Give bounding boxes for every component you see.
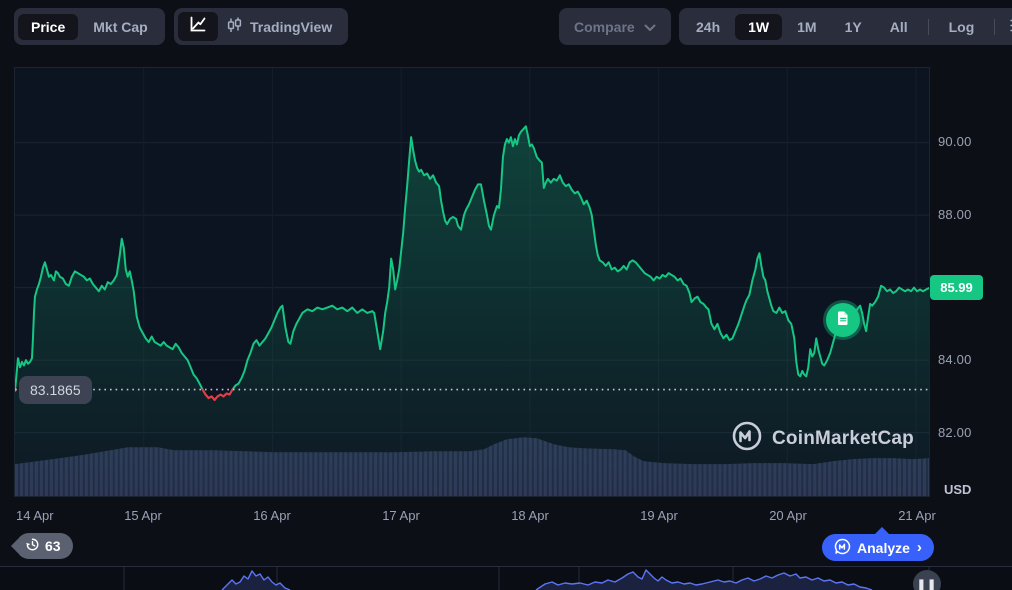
price-mktcap-toggle: Price Mkt Cap bbox=[14, 8, 165, 45]
watermark-text: CoinMarketCap bbox=[772, 427, 914, 449]
price-axis-label: 82.00 bbox=[938, 425, 972, 441]
history-count: 63 bbox=[45, 538, 61, 554]
date-axis-label: 14 Apr bbox=[16, 508, 54, 523]
analyze-button[interactable]: Analyze › bbox=[822, 527, 934, 561]
chevron-right-icon: › bbox=[916, 539, 922, 556]
coinmarketcap-logo-icon bbox=[731, 420, 763, 457]
date-axis-label: 16 Apr bbox=[253, 508, 291, 523]
compare-button[interactable]: Compare bbox=[559, 8, 671, 45]
date-axis-label: 19 Apr bbox=[640, 508, 678, 523]
tradingview-label: TradingView bbox=[250, 18, 333, 35]
cmc-chat-icon bbox=[834, 538, 851, 558]
price-axis-label: 90.00 bbox=[938, 134, 972, 149]
tab-price[interactable]: Price bbox=[18, 13, 79, 40]
price-chart-plot[interactable] bbox=[14, 67, 930, 497]
news-annotation-marker[interactable] bbox=[826, 303, 860, 338]
chart-settings-button[interactable] bbox=[1002, 13, 1012, 41]
candlestick-icon bbox=[226, 16, 243, 37]
price-chart-canvas[interactable] bbox=[15, 68, 929, 496]
analyze-label: Analyze bbox=[857, 539, 910, 556]
divider bbox=[927, 18, 929, 35]
range-24h[interactable]: 24h bbox=[696, 18, 721, 35]
line-chart-toggle[interactable] bbox=[178, 12, 218, 41]
range-1m[interactable]: 1M bbox=[797, 18, 817, 35]
navigator-canvas[interactable] bbox=[0, 567, 1012, 590]
currency-unit-label: USD bbox=[944, 482, 972, 497]
price-axis-label: 88.00 bbox=[938, 206, 972, 222]
compare-label: Compare bbox=[574, 18, 635, 35]
range-selector: 24h 1W 1M 1Y All Log bbox=[679, 8, 1012, 45]
range-1w[interactable]: 1W bbox=[735, 13, 783, 40]
coinmarketcap-watermark: CoinMarketCap bbox=[731, 420, 914, 457]
line-chart-icon bbox=[188, 14, 208, 39]
tab-mktcap[interactable]: Mkt Cap bbox=[93, 18, 148, 35]
chevron-down-icon bbox=[644, 19, 656, 35]
tradingview-toggle[interactable]: TradingView bbox=[220, 16, 344, 37]
date-axis-label: 20 Apr bbox=[769, 508, 807, 523]
range-all[interactable]: All bbox=[889, 18, 908, 35]
threshold-price-label: 83.1865 bbox=[19, 376, 92, 405]
date-axis-label: 17 Apr bbox=[382, 508, 420, 523]
navigator-drag-handle[interactable]: ❚❚ bbox=[913, 570, 941, 590]
document-icon bbox=[835, 310, 851, 331]
time-navigator-strip[interactable] bbox=[0, 566, 1012, 590]
date-axis-label: 21 Apr bbox=[898, 508, 936, 523]
range-1y[interactable]: 1Y bbox=[844, 18, 862, 35]
clock-history-icon bbox=[25, 537, 40, 555]
chart-type-toggle: TradingView bbox=[174, 8, 349, 45]
log-scale-toggle[interactable]: Log bbox=[948, 18, 975, 35]
current-price-badge: 85.99 bbox=[930, 275, 983, 300]
date-axis-label: 18 Apr bbox=[511, 508, 549, 523]
divider bbox=[994, 18, 996, 35]
date-axis-label: 15 Apr bbox=[124, 508, 162, 523]
price-axis-label: 84.00 bbox=[938, 352, 972, 368]
history-events-badge[interactable]: 63 bbox=[16, 533, 73, 559]
